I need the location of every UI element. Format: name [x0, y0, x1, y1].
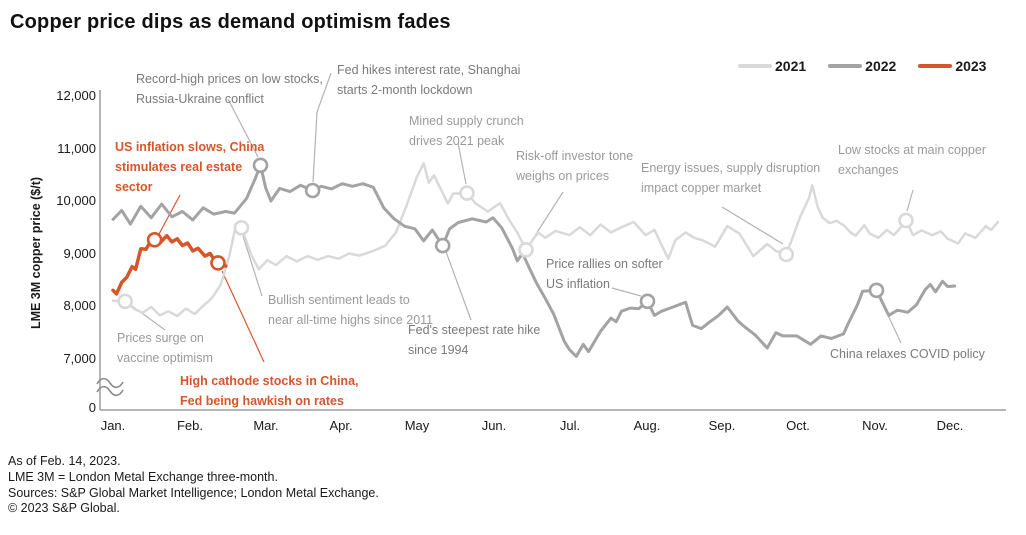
event-marker-2021 — [898, 212, 914, 229]
x-tick-oct: Oct. — [786, 418, 810, 433]
x-tick-aug: Aug. — [633, 418, 661, 433]
x-tick-may: May — [404, 418, 430, 433]
axis-break-icon — [96, 377, 124, 397]
legend-item-2022: 2022 — [828, 58, 896, 74]
annotation-record-high: Record-high prices on low stocks, Russia… — [136, 72, 323, 106]
annotation-energy-issues: Energy issues, supply disruption impact … — [641, 161, 821, 195]
leader-bullish — [242, 235, 263, 297]
annotation-price-rallies: Price rallies on softer US inflation — [546, 257, 663, 291]
x-tick-apr: Apr. — [329, 418, 353, 433]
legend-label-2022: 2022 — [865, 58, 897, 74]
footnote-as-of: As of Feb. 14, 2023. — [8, 454, 121, 468]
leader-record-high — [227, 98, 259, 158]
leader-energy-issues — [721, 206, 784, 245]
leader-high-cathode — [221, 270, 265, 363]
event-marker-2023 — [210, 255, 226, 271]
legend-swatch-2022-icon — [828, 64, 863, 68]
x-tick-jan: Jan. — [100, 418, 126, 433]
footnote-lme-def: LME 3M = London Metal Exchange three-mon… — [8, 469, 278, 484]
y-tick-10000: 10,000 — [56, 193, 96, 208]
y-tick-12000: 12,000 — [56, 88, 96, 103]
legend-label-2023: 2023 — [955, 58, 987, 74]
legend-swatch-2023-icon — [918, 64, 953, 68]
y-tick-0: 0 — [88, 400, 96, 415]
event-marker-2022 — [304, 182, 321, 199]
series-line-2023 — [111, 233, 228, 296]
x-tick-nov: Nov. — [862, 418, 888, 433]
y-tick-9000: 9,000 — [63, 245, 96, 261]
leader-fed-steepest — [444, 248, 472, 321]
series-layer — [111, 157, 1000, 358]
annotation-risk-off: Risk-off investor tone weighs on prices — [516, 149, 634, 183]
event-marker-2022 — [639, 293, 656, 310]
legend-label-2021: 2021 — [775, 58, 807, 74]
leader-fed-hikes — [312, 72, 332, 183]
event-marker-2022 — [868, 282, 885, 299]
leader-mined-supply — [457, 142, 467, 185]
footnotes: As of Feb. 14, 2023. LME 3M = London Met… — [8, 454, 379, 517]
leader-price-rallies — [611, 287, 642, 297]
legend-item-2021: 2021 — [738, 58, 806, 74]
event-marker-2022 — [434, 237, 451, 254]
annotation-fed-hikes: Fed hikes interest rate, Shanghai starts… — [337, 63, 521, 97]
legend: 2021 2022 2023 — [738, 58, 986, 74]
event-marker-2021 — [518, 242, 534, 258]
annotation-mined-supply: Mined supply crunch drives 2021 peak — [409, 114, 524, 148]
leader-low-stocks — [906, 189, 914, 212]
x-tick-dec: Dec. — [936, 418, 964, 433]
series-line-2021 — [111, 161, 1000, 318]
annotation-fed-steepest: Fed's steepest rate hike since 1994 — [408, 323, 541, 357]
x-tick-feb: Feb. — [176, 418, 203, 433]
annotation-bullish: Bullish sentiment leads to near all-time… — [268, 293, 434, 327]
y-tick-7000: 7,000 — [63, 350, 96, 366]
event-marker-2021 — [459, 185, 475, 201]
event-marker-2022 — [252, 157, 269, 174]
y-tick-11000: 11,000 — [57, 140, 96, 156]
annotation-low-stocks: Low stocks at main copper exchanges — [838, 143, 986, 177]
annotation-vaccine-optimism: Prices surge on vaccine optimism — [117, 331, 213, 365]
x-tick-jun: Jun. — [481, 418, 507, 433]
footnote-sources: Sources: S&P Global Market Intelligence;… — [8, 485, 379, 500]
event-marker-2021 — [233, 220, 250, 236]
y-tick-8000: 8,000 — [63, 298, 96, 313]
annotation-us-inflation: US inflation slows, China stimulates rea… — [115, 140, 265, 194]
x-tick-sep: Sep. — [708, 418, 736, 433]
legend-item-2023: 2023 — [918, 58, 986, 74]
footnote-copyright: © 2023 S&P Global. — [8, 501, 120, 516]
event-marker-2021 — [117, 293, 133, 310]
event-marker-2021 — [778, 246, 795, 263]
event-marker-2023 — [146, 232, 163, 248]
x-tick-mar: Mar. — [253, 418, 279, 433]
annotation-china-relaxes: China relaxes COVID policy — [830, 347, 985, 361]
x-tick-jul: Jul. — [559, 418, 581, 433]
chart-title: Copper price dips as demand optimism fad… — [10, 11, 451, 33]
legend-swatch-2021-icon — [738, 64, 772, 68]
annotation-high-cathode: High cathode stocks in China, Fed being … — [180, 374, 359, 408]
